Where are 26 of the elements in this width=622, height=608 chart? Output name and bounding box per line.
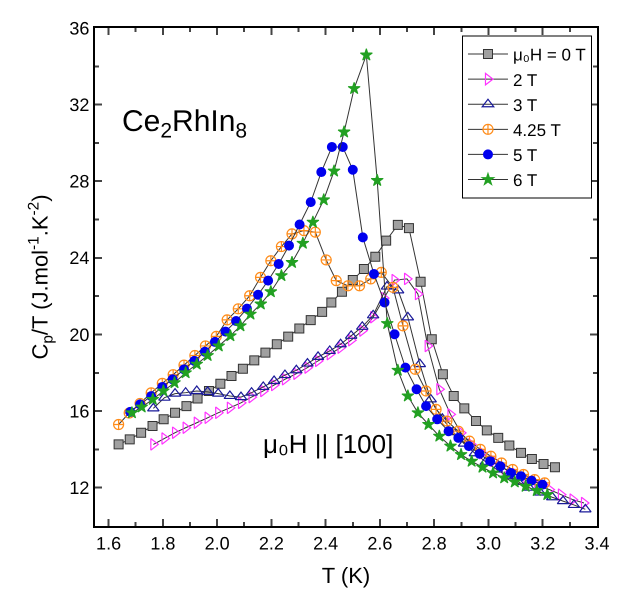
y-tick-label: 16 <box>69 401 90 422</box>
x-tick-label: 2.0 <box>204 534 230 554</box>
x-tick-label: 2.6 <box>367 534 392 554</box>
x-axis-title: T (K) <box>322 563 370 588</box>
y-tick-label: 28 <box>69 172 90 192</box>
x-tick-label: 1.6 <box>96 534 122 554</box>
legend-label: μ₀H = 0 T <box>512 46 586 65</box>
y-tick-label: 20 <box>69 324 90 345</box>
annotation: Ce$_{2}$RhIn$_{8}$ <box>122 105 248 142</box>
annotation: μ₀H || [100] <box>263 429 394 459</box>
legend-label: 6 T <box>512 171 538 190</box>
x-tick-label: 1.8 <box>150 534 176 554</box>
y-tick-label: 24 <box>69 248 90 268</box>
y-tick-label: 12 <box>69 478 90 498</box>
y-tick-label: 36 <box>69 18 90 38</box>
x-tick-label: 3.2 <box>530 534 556 554</box>
legend-label: 4.25 T <box>512 120 561 140</box>
x-tick-label: 2.4 <box>313 534 338 554</box>
legend-label: 2 T <box>512 70 538 90</box>
x-tick-label: 3.4 <box>584 534 610 554</box>
x-tick-label: 3.0 <box>476 534 501 554</box>
x-tick-label: 2.2 <box>258 534 284 554</box>
legend-label: 3 T <box>512 96 538 115</box>
x-tick-label: 2.8 <box>422 534 447 554</box>
y-tick-label: 32 <box>69 94 90 115</box>
legend-label: 5 T <box>512 146 538 166</box>
